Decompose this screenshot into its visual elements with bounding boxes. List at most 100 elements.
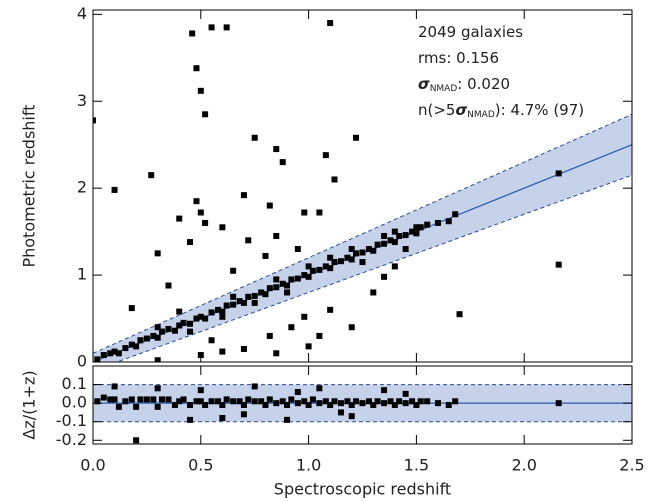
point: [176, 215, 183, 222]
point: [370, 247, 377, 254]
point: [111, 396, 118, 403]
point: [150, 396, 157, 403]
point: [150, 332, 157, 339]
point: [273, 400, 280, 407]
x-axis-label: Spectroscopic redshift: [274, 480, 451, 499]
point: [337, 409, 344, 416]
point: [279, 159, 286, 166]
point: [197, 398, 204, 405]
y-tick-label: -0.1: [56, 411, 87, 430]
point: [396, 398, 403, 405]
point: [236, 398, 243, 405]
point: [230, 301, 237, 308]
point: [122, 345, 129, 352]
point: [219, 224, 226, 231]
point: [387, 398, 394, 405]
x-tick-label: 1.0: [296, 456, 321, 475]
point: [187, 320, 194, 327]
point: [219, 348, 226, 355]
point: [176, 308, 183, 315]
point: [197, 87, 204, 94]
point: [154, 250, 161, 257]
point: [154, 385, 161, 392]
point: [208, 337, 215, 344]
point: [294, 400, 301, 407]
point: [381, 232, 388, 239]
y-axis-label: Photometric redshift: [20, 104, 39, 267]
annotation: σNMAD: 0.020: [418, 75, 510, 94]
point: [165, 325, 172, 332]
point: [327, 402, 334, 408]
point: [100, 394, 107, 401]
point: [245, 293, 252, 300]
point: [215, 398, 222, 405]
point: [133, 437, 140, 444]
point: [128, 305, 135, 312]
annotation: 2049 galaxies: [418, 23, 523, 41]
point: [230, 398, 237, 405]
point: [154, 357, 161, 362]
point: [180, 396, 187, 403]
point: [374, 241, 381, 248]
point: [294, 275, 301, 282]
point: [219, 308, 226, 315]
point: [187, 416, 194, 423]
point: [331, 398, 338, 405]
point: [208, 398, 215, 405]
annotation-text: : 0.020: [457, 75, 510, 93]
point: [240, 192, 247, 199]
point: [381, 273, 388, 280]
point: [316, 332, 323, 339]
point: [337, 258, 344, 265]
y-tick-label: 2: [77, 178, 87, 197]
point: [305, 402, 312, 408]
point: [187, 402, 194, 408]
annotation-subscript: NMAD: [430, 84, 458, 94]
point: [111, 383, 118, 390]
point: [158, 328, 165, 335]
point: [262, 291, 269, 298]
point: [137, 396, 144, 403]
point: [294, 389, 301, 395]
point: [171, 402, 178, 408]
point: [240, 345, 247, 352]
point: [193, 65, 200, 72]
point: [240, 402, 247, 408]
y-tick-label: 0.0: [62, 393, 87, 412]
point: [327, 254, 334, 261]
point: [365, 398, 372, 405]
point: [288, 396, 295, 403]
point: [555, 261, 562, 268]
x-tick-label: 2.5: [619, 456, 644, 475]
annotation-text: σ: [455, 101, 467, 119]
point: [322, 398, 329, 405]
x-tick-label: 0.0: [80, 456, 105, 475]
point: [236, 298, 243, 305]
point: [374, 398, 381, 405]
point: [391, 402, 398, 408]
point: [251, 299, 258, 306]
point: [230, 267, 237, 274]
point: [413, 224, 420, 231]
point: [348, 246, 355, 253]
point: [273, 350, 280, 357]
point: [316, 385, 323, 392]
point: [348, 256, 355, 263]
point: [309, 267, 316, 274]
annotation-text: 2049 galaxies: [418, 23, 523, 41]
point: [434, 400, 441, 407]
point: [402, 246, 409, 253]
point: [344, 254, 351, 261]
point: [176, 398, 183, 405]
plot-area: [93, 20, 632, 362]
point: [273, 276, 280, 283]
point: [434, 219, 441, 226]
point: [279, 398, 286, 405]
point: [258, 289, 265, 296]
x-tick-label: 0.5: [188, 456, 213, 475]
y-tick-label: -0.2: [56, 430, 87, 449]
point: [396, 232, 403, 239]
point: [424, 221, 431, 228]
